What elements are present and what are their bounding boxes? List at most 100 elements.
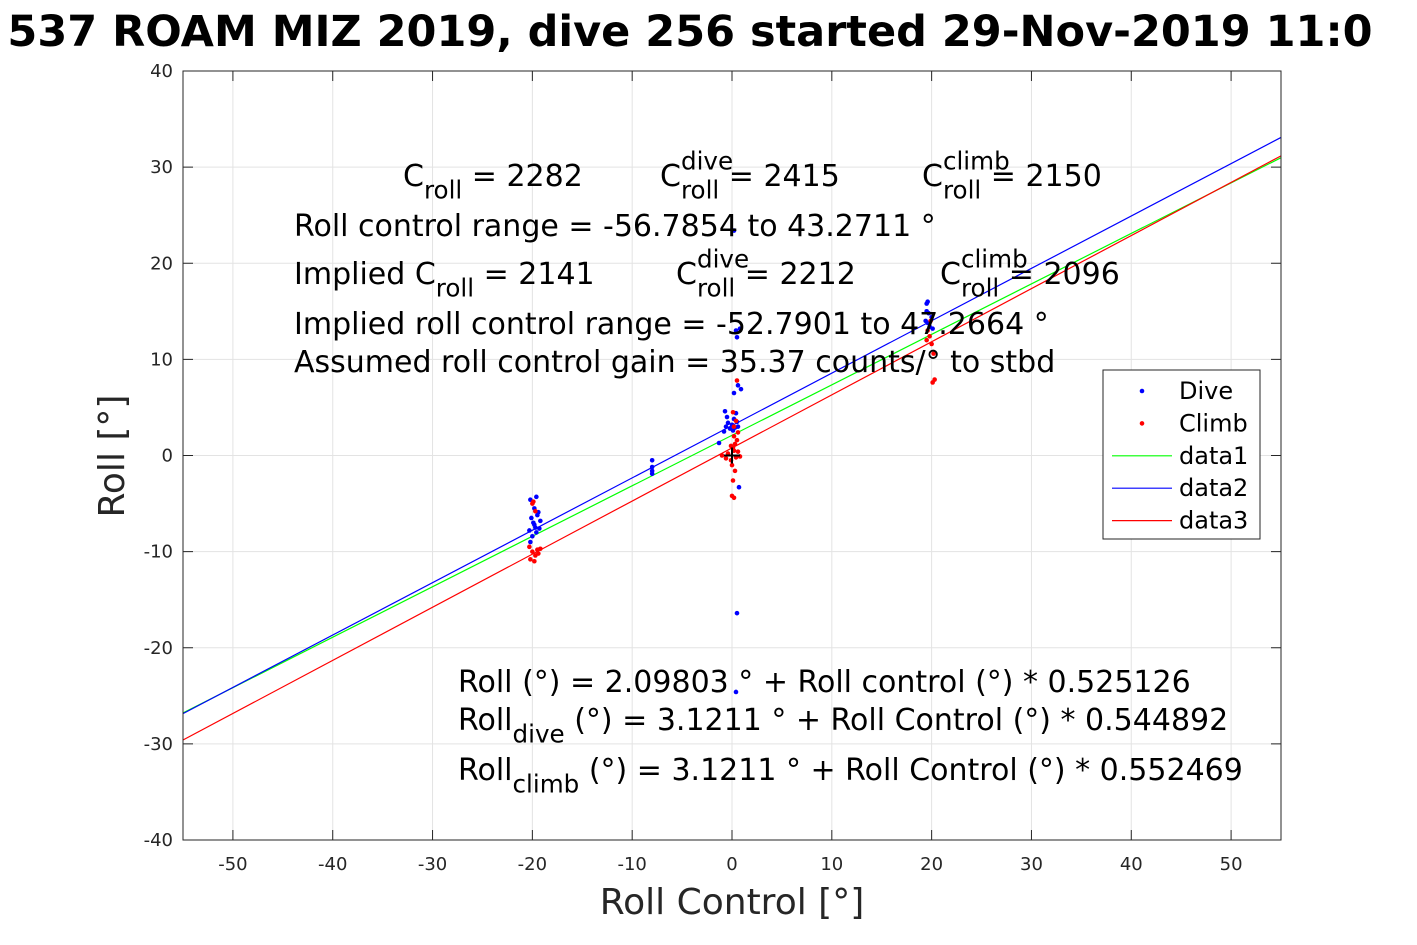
x-tick-label: 10 — [820, 854, 843, 875]
point-climb — [925, 328, 930, 333]
fit-equation-main: Roll — [458, 665, 513, 700]
y-tick-label: 20 — [150, 253, 173, 274]
legend-label: data2 — [1179, 474, 1248, 502]
point-climb — [533, 508, 538, 514]
fit-equation: Rolldive (°) = 3.1211 ° + Roll Control (… — [458, 703, 1228, 749]
point-dive — [527, 528, 532, 533]
point-climb — [531, 499, 536, 504]
point-climb — [728, 443, 734, 449]
coefficient-label-main: C — [403, 159, 424, 194]
implied-coefficient-label-main: C — [676, 257, 697, 292]
x-tick-label: 20 — [920, 854, 943, 875]
x-tick-label: -40 — [318, 854, 347, 875]
point-climb — [734, 437, 740, 443]
point-climb — [731, 495, 737, 501]
fit-equation: Roll (°) = 2.09803 ° + Roll control (°) … — [458, 665, 1191, 700]
point-dive — [649, 458, 655, 463]
point-climb — [530, 549, 535, 554]
x-tick-label: -50 — [218, 854, 247, 875]
x-axis-label: Roll Control [°] — [600, 882, 865, 923]
point-dive — [731, 228, 737, 233]
x-tick-label: -20 — [518, 854, 547, 875]
point-dive — [538, 518, 543, 524]
point-climb — [730, 478, 736, 483]
point-climb — [536, 551, 541, 556]
point-climb — [729, 462, 735, 468]
fit-equation-value: (°) = 3.1211 ° + Roll Control (°) * 0.54… — [565, 703, 1229, 738]
point-dive — [730, 428, 736, 433]
legend-label: Dive — [1179, 377, 1233, 405]
coefficient-label-value: = 2415 — [719, 159, 840, 194]
implied-coefficient-label-value: = 2096 — [999, 257, 1120, 292]
x-tick-label: -10 — [617, 854, 646, 875]
point-dive — [731, 390, 737, 396]
y-tick-label: -20 — [144, 638, 173, 659]
coefficient-label-sub: roll — [943, 176, 981, 205]
point-dive — [734, 610, 740, 616]
point-climb — [924, 337, 929, 343]
legend: Dive Climb data1 data2 data3 — [1102, 369, 1261, 540]
coefficient-label-main: C — [660, 159, 681, 194]
point-climb — [532, 558, 537, 564]
point-dive — [722, 408, 728, 414]
point-dive — [649, 471, 655, 477]
point-climb — [731, 433, 737, 439]
roll-control-gain: Assumed roll control gain = 35.37 counts… — [294, 345, 1055, 380]
x-tick-label: 40 — [1120, 854, 1143, 875]
implied-coefficient-label-value: = 2212 — [735, 257, 856, 292]
coefficient-label-main: C — [922, 159, 943, 194]
fit-equation-main: Roll — [458, 703, 513, 738]
axis-ticks: -50 -40 -30 -20 -10 0 10 20 30 40 50 -40 -30 -20 -10 0 1… — [144, 61, 1281, 875]
legend-box — [1102, 369, 1261, 540]
data-points — [527, 228, 937, 695]
legend-marker-climb — [1139, 421, 1145, 426]
point-climb — [932, 377, 937, 382]
point-climb — [719, 453, 725, 458]
point-dive — [532, 522, 537, 528]
coefficient-label-sup: climb — [943, 147, 1010, 176]
point-dive — [925, 299, 930, 305]
implied-coefficient-label-sub: roll — [697, 274, 735, 303]
point-climb — [732, 441, 738, 447]
point-dive — [534, 494, 539, 500]
point-dive — [528, 539, 533, 545]
point-dive — [723, 424, 729, 429]
point-dive — [537, 526, 542, 531]
x-tick-label: 50 — [1220, 854, 1243, 875]
implied-coefficient-label: Cclimb roll = 2096 — [940, 245, 1120, 303]
point-climb — [928, 318, 933, 324]
y-tick-label: 40 — [150, 61, 173, 82]
point-dive — [735, 424, 741, 429]
point-climb — [735, 430, 741, 435]
point-climb — [734, 378, 740, 383]
point-dive — [733, 328, 739, 333]
y-tick-label: 0 — [162, 446, 173, 467]
point-climb — [538, 546, 543, 552]
point-dive — [930, 326, 935, 331]
point-climb — [927, 334, 932, 339]
fit-equation-value: (°) = 3.1211 ° + Roll Control (°) * 0.55… — [579, 753, 1243, 788]
point-climb — [732, 468, 738, 474]
roll-control-range: Roll control range = -56.7854 to 43.2711… — [294, 209, 936, 244]
point-dive — [529, 515, 534, 521]
point-dive — [733, 689, 739, 695]
point-dive — [534, 530, 539, 535]
implied-roll-control-range: Implied roll control range = -52.7901 to… — [294, 307, 1049, 342]
point-climb — [733, 418, 739, 424]
point-climb — [929, 341, 934, 347]
point-climb — [730, 409, 736, 415]
legend-marker-dive — [1139, 388, 1145, 394]
chart-title: 537 ROAM MIZ 2019, dive 256 started 29-N… — [7, 7, 1372, 57]
legend-label: data1 — [1179, 442, 1248, 470]
y-tick-label: -30 — [144, 734, 173, 755]
x-tick-label: 0 — [726, 854, 737, 875]
point-climb — [723, 456, 729, 461]
y-tick-label: 30 — [150, 157, 173, 178]
implied-coefficient-label-main: C — [940, 257, 961, 292]
y-tick-label: -40 — [144, 830, 173, 851]
point-climb — [931, 351, 936, 356]
origin-marker — [724, 447, 740, 464]
point-dive — [649, 464, 655, 470]
fit-equation: Rollclimb (°) = 3.1211 ° + Roll Control … — [458, 753, 1243, 799]
fit-equation-sub: climb — [513, 770, 580, 799]
